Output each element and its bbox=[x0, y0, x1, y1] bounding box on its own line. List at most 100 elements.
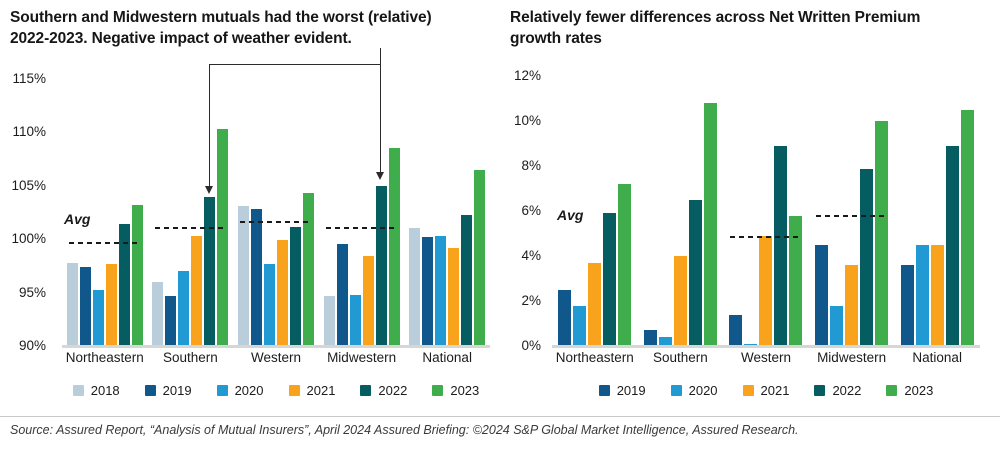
bar-2018 bbox=[66, 262, 78, 346]
legend-label: 2020 bbox=[688, 383, 718, 398]
legend-label: 2019 bbox=[162, 383, 192, 398]
bar-2019 bbox=[815, 244, 829, 346]
bar-2023 bbox=[217, 128, 229, 346]
bar-2021 bbox=[930, 244, 944, 346]
legend-item-2022: 2022 bbox=[814, 383, 861, 398]
avg-dashed-line bbox=[240, 221, 312, 224]
left-plot-area bbox=[62, 68, 490, 348]
category-label: Northeastern bbox=[65, 350, 144, 365]
left-x-axis-labels: Northeastern Southern Western Midwestern Nat… bbox=[62, 350, 490, 365]
category-label: Western bbox=[250, 350, 301, 365]
annotation-connector-line bbox=[209, 64, 381, 65]
bar-2020 bbox=[435, 235, 447, 346]
avg-dashed-line bbox=[730, 236, 802, 239]
category-label: Northeastern bbox=[555, 350, 634, 365]
bar-2023 bbox=[875, 121, 889, 346]
legend-item-2020: 2020 bbox=[670, 383, 718, 398]
bar-2019 bbox=[336, 244, 348, 346]
bar-group-northeastern bbox=[552, 63, 638, 346]
bar-2020 bbox=[263, 263, 275, 346]
y-axis-tick: 4% bbox=[521, 248, 541, 264]
category-label: National bbox=[912, 350, 962, 365]
bar-group-southern bbox=[638, 63, 724, 346]
legend-swatch-icon bbox=[670, 385, 682, 396]
bar-2022 bbox=[603, 213, 617, 346]
bar-group-western bbox=[233, 68, 319, 346]
right-y-axis: 0% 2% 4% 6% 8% 10% 12% bbox=[497, 63, 547, 353]
category-label: Midwestern bbox=[817, 350, 887, 365]
bar-2023 bbox=[131, 204, 143, 346]
bar-2021 bbox=[276, 240, 288, 346]
y-axis-tick: 90% bbox=[18, 338, 46, 353]
avg-dashed-line bbox=[815, 214, 888, 217]
legend-label: 2022 bbox=[378, 383, 408, 398]
bar-group-midwestern bbox=[809, 63, 895, 346]
right-plot-area bbox=[552, 63, 980, 348]
category-label: Southern bbox=[652, 350, 708, 365]
category-label: Western bbox=[740, 350, 791, 365]
bar-2019 bbox=[79, 266, 91, 346]
category-label: Southern bbox=[162, 350, 218, 365]
right-legend: 2019 2020 2021 2022 2023 bbox=[552, 383, 980, 398]
legend-item-2023: 2023 bbox=[886, 383, 933, 398]
bar-2019 bbox=[250, 209, 262, 346]
right-x-axis-labels: Northeastern Southern Western Midwestern Nat… bbox=[552, 350, 980, 365]
bar-2022 bbox=[118, 224, 130, 346]
legend-label: 2023 bbox=[904, 383, 934, 398]
bar-2020 bbox=[658, 337, 672, 346]
legend-swatch-icon bbox=[598, 385, 610, 396]
avg-dashed-line bbox=[154, 227, 227, 230]
source-divider bbox=[0, 416, 1000, 417]
legend-swatch-icon bbox=[814, 385, 826, 396]
source-text: Source: Assured Report, “Analysis of Mut… bbox=[10, 423, 799, 437]
bar-2020 bbox=[744, 343, 758, 346]
category-label: National bbox=[422, 350, 472, 365]
y-axis-tick: 95% bbox=[18, 284, 46, 300]
bar-2018 bbox=[323, 295, 335, 346]
bar-2021 bbox=[191, 235, 203, 346]
bar-2022 bbox=[945, 146, 959, 346]
annotation-connector-line bbox=[209, 64, 210, 187]
legend-label: 2020 bbox=[234, 383, 264, 398]
y-axis-tick: 115% bbox=[12, 70, 46, 86]
legend-label: 2021 bbox=[760, 383, 790, 398]
legend-swatch-icon bbox=[432, 385, 444, 396]
legend-label: 2021 bbox=[306, 383, 336, 398]
bar-group-midwestern bbox=[319, 68, 405, 346]
bar-2023 bbox=[789, 215, 803, 346]
avg-label: Avg bbox=[557, 207, 584, 223]
annotation-arrowhead-icon bbox=[205, 186, 213, 194]
bar-2020 bbox=[349, 294, 361, 346]
y-axis-tick: 10% bbox=[513, 113, 541, 129]
legend-label: 2023 bbox=[450, 383, 480, 398]
bar-group-southern bbox=[148, 68, 234, 346]
y-axis-tick: 0% bbox=[521, 338, 541, 353]
avg-dashed-line bbox=[69, 242, 141, 245]
bar-2023 bbox=[618, 184, 632, 346]
bar-2021 bbox=[673, 256, 687, 346]
avg-label: Avg bbox=[64, 211, 91, 227]
legend-label: 2019 bbox=[616, 383, 646, 398]
y-axis-tick: 110% bbox=[12, 124, 46, 140]
category-label: Midwestern bbox=[327, 350, 397, 365]
left-y-axis: 90% 95% 100% 105% 110% 115% bbox=[2, 68, 52, 353]
legend-item-2020: 2020 bbox=[216, 383, 264, 398]
y-axis-tick: 100% bbox=[11, 231, 46, 247]
right-chart-title: Relatively fewer differences across Net … bbox=[510, 9, 921, 47]
legend-label: 2022 bbox=[832, 383, 862, 398]
bar-group-northeastern bbox=[62, 68, 148, 346]
bar-2021 bbox=[362, 256, 374, 346]
bar-2019 bbox=[643, 330, 657, 346]
legend-item-2019: 2019 bbox=[598, 383, 646, 398]
legend-swatch-icon bbox=[216, 385, 228, 396]
legend-label: 2018 bbox=[90, 383, 120, 398]
legend-swatch-icon bbox=[144, 385, 156, 396]
bar-2020 bbox=[178, 271, 190, 346]
bar-2022 bbox=[204, 197, 216, 346]
bar-2020 bbox=[573, 305, 587, 346]
bar-2021 bbox=[105, 263, 117, 346]
bar-2018 bbox=[152, 281, 164, 346]
bar-2022 bbox=[688, 200, 702, 346]
bar-2019 bbox=[558, 289, 572, 346]
legend-item-2021: 2021 bbox=[742, 383, 790, 398]
